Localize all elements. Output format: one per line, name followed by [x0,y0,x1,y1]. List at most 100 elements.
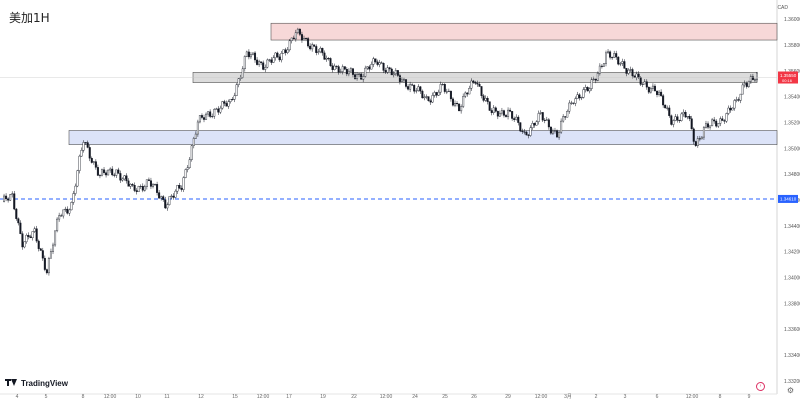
candle-body [52,244,55,252]
candle-body [143,186,146,191]
candle-body [747,80,750,87]
time-tick-label: 25 [442,394,448,400]
time-tick-label: 4 [16,394,19,400]
candle-body [121,178,124,181]
candle-body [664,104,667,109]
candle-body [368,66,371,70]
candle-body [441,84,444,86]
candle-body [651,85,654,89]
candle-body [613,53,616,58]
candle-body [649,88,652,93]
gear-icon[interactable]: ⚙ [786,386,794,395]
candle-body [560,120,563,133]
candle-body [696,138,699,146]
candle-body [219,107,222,113]
candle-body [417,86,420,91]
candle-body [321,47,324,54]
candle-body [478,83,481,87]
candle-body [543,119,546,121]
candle-body [256,59,259,65]
candle-body [58,215,61,220]
candle-body [680,113,683,121]
candle-body [668,107,671,116]
candle-body [323,52,326,60]
candle-body [384,70,387,73]
candle-body [309,45,312,50]
time-tick-label: 12:00 [686,394,699,400]
candle-body [192,138,195,146]
candle-body [170,195,173,197]
candle-body [580,97,583,99]
candle-body [545,119,548,121]
candle-body [756,72,759,80]
price-tick-label: 1.33800 [784,301,800,307]
candle-body [735,99,738,101]
candle-body [49,251,52,259]
candle-body [460,106,463,112]
candle-body [111,168,114,176]
candle-body [676,116,679,121]
candle-body [337,66,340,73]
candle-body [609,51,612,58]
candle-body [286,49,289,53]
candle-body [427,96,430,101]
candle-body [370,64,373,70]
time-tick-label: 29 [505,394,511,400]
candle-body [211,116,214,118]
candle-body [511,111,514,119]
candle-body [209,111,212,117]
candle-body [313,44,316,47]
price-tick-label: 1.34400 [784,224,800,230]
price-tick-label: 1.34200 [784,250,800,256]
candle-body [264,67,267,70]
candle-body [274,52,277,59]
time-tick-label: 17 [286,394,292,400]
candle-body [131,184,134,186]
candle-body [521,130,524,132]
candle-body [162,196,165,200]
candle-body [625,68,628,74]
candle-body [741,84,744,95]
candle-body [437,91,440,96]
candle-body [84,142,87,144]
candle-body [37,240,40,249]
candle-body [251,52,254,55]
candle-body [229,98,232,102]
candle-body [498,112,501,117]
candle-body [15,208,18,219]
candle-body [727,107,730,114]
candle-body [729,107,732,111]
candle-body [658,91,661,95]
candle-body [45,269,48,274]
candle-body [172,195,175,198]
candle-body [605,52,608,64]
price-tick-label: 1.35400 [784,95,800,101]
candle-body [109,168,112,171]
time-tick-label: 3月 [564,394,572,400]
candle-body [586,87,589,92]
candle-body [641,83,644,85]
candle-body [407,86,410,90]
candle-body [525,131,528,136]
candle-body [360,73,363,80]
candle-body [280,53,283,61]
arrow-circle-icon[interactable]: › [756,382,765,391]
candle-body [423,96,426,99]
candle-body [223,101,226,104]
price-tick-label: 1.35000 [784,146,800,152]
candle-body [96,167,99,176]
brand-logo[interactable]: TradingView [5,376,68,390]
candle-body [547,119,550,128]
candle-body [594,78,597,81]
candle-body [182,177,185,190]
candle-body [656,90,659,95]
candle-body [303,37,306,41]
candle-body [354,74,357,79]
candle-body [129,184,132,187]
candle-body [674,116,677,121]
candle-body [327,58,330,60]
candle-body [39,248,42,251]
candle-body [113,174,116,176]
